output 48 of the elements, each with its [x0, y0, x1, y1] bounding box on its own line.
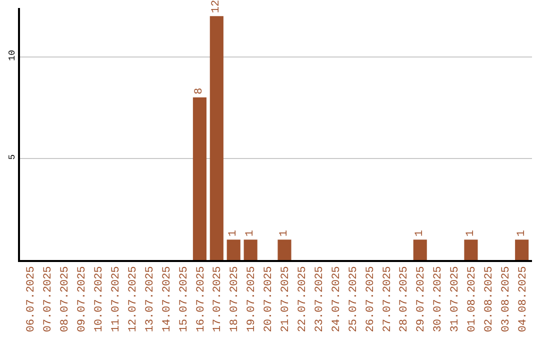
- x-tick-label: 09.07.2025: [76, 266, 89, 332]
- x-tick-label: 03.08.2025: [500, 266, 512, 332]
- x-tick-label: 26.07.2025: [364, 266, 377, 332]
- x-tick-label: 13.07.2025: [144, 266, 156, 332]
- data-label: 8: [194, 88, 206, 94]
- x-tick-label: 08.07.2025: [60, 266, 72, 332]
- x-tick-label: 18.07.2025: [229, 266, 242, 332]
- bar: [464, 240, 478, 260]
- x-tick-label: 30.07.2025: [432, 266, 445, 332]
- bar: [278, 240, 292, 260]
- x-tick-label: 19.07.2025: [246, 266, 258, 332]
- x-tick-label: 04.08.2025: [517, 266, 530, 332]
- x-tick-label: 06.07.2025: [26, 266, 38, 332]
- bar: [515, 240, 529, 260]
- data-label: 1: [464, 230, 477, 237]
- x-tick-label: 12.07.2025: [127, 266, 140, 332]
- bar: [210, 16, 224, 260]
- x-tick-label: 17.07.2025: [212, 266, 224, 332]
- x-tick-label: 24.07.2025: [330, 266, 343, 332]
- x-tick-label: 22.07.2025: [297, 266, 310, 332]
- data-label: 1: [228, 230, 240, 237]
- x-tick-label: 21.07.2025: [280, 266, 292, 332]
- data-label: 1: [278, 230, 290, 237]
- x-tick-label: 15.07.2025: [178, 266, 190, 332]
- data-label: 12: [210, 0, 223, 14]
- x-tick-label: 25.07.2025: [348, 266, 360, 332]
- x-tick-label: 02.08.2025: [483, 266, 496, 332]
- x-tick-label: 23.07.2025: [314, 266, 326, 332]
- x-tick-label: 31.07.2025: [450, 266, 462, 332]
- x-tick-label: 28.07.2025: [398, 266, 411, 332]
- x-tick-label: 20.07.2025: [263, 266, 276, 332]
- x-tick-label: 10.07.2025: [94, 266, 106, 332]
- x-tick-label: 16.07.2025: [195, 266, 208, 332]
- bar: [244, 240, 258, 260]
- bar: [413, 240, 427, 260]
- x-tick-label: 27.07.2025: [382, 266, 394, 332]
- x-tick-label: 01.08.2025: [466, 266, 479, 332]
- data-label: 1: [414, 230, 426, 237]
- x-tick-label: 11.07.2025: [110, 266, 123, 332]
- y-tick-label: 5: [8, 154, 18, 160]
- data-label: 1: [516, 230, 528, 237]
- data-label: 1: [244, 230, 257, 237]
- x-tick-label: 14.07.2025: [161, 266, 174, 332]
- x-tick-label: 29.07.2025: [416, 266, 428, 332]
- x-tick-label: 07.07.2025: [42, 266, 55, 332]
- bar: [226, 240, 240, 260]
- bar: [192, 97, 206, 260]
- y-tick-label: 10: [8, 50, 18, 61]
